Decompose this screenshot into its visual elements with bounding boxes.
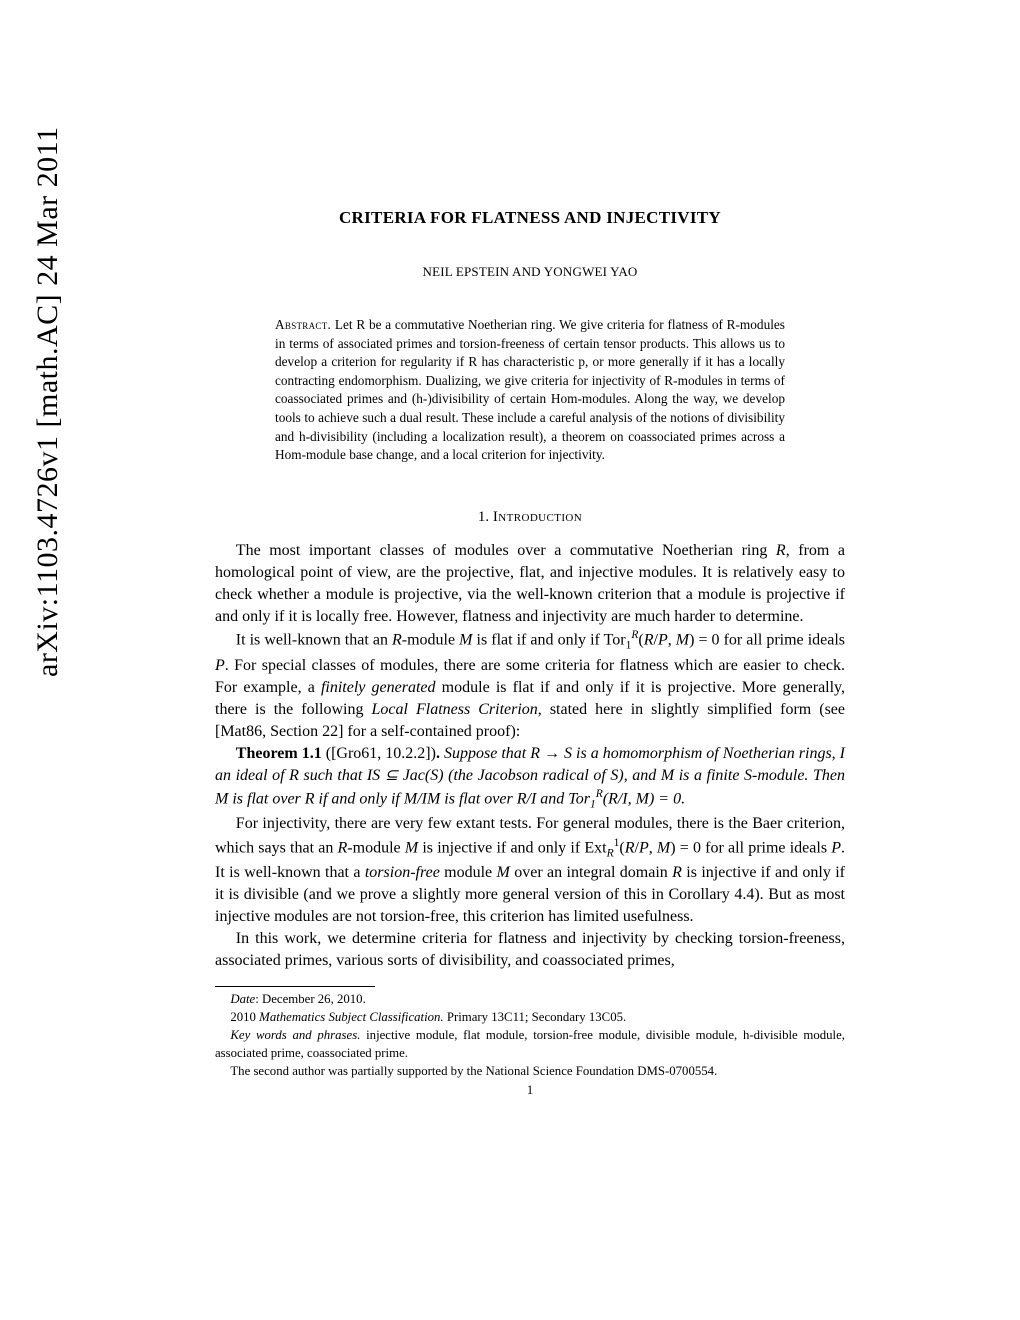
section-name: Introduction <box>493 509 582 525</box>
footnotes: Date: December 26, 2010. 2010 Mathematic… <box>215 991 845 1081</box>
abstract: Abstract. Let R be a commutative Noether… <box>275 316 785 465</box>
footnote-keywords: Key words and phrases. injective module,… <box>215 1027 845 1063</box>
abstract-text: Let R be a commutative Noetherian ring. … <box>275 317 785 462</box>
paper-page: CRITERIA FOR FLATNESS AND INJECTIVITY NE… <box>215 208 845 1098</box>
theorem-label: Theorem 1.1 <box>236 745 322 762</box>
paper-authors: NEIL EPSTEIN AND YONGWEI YAO <box>215 264 845 280</box>
theorem-cite: ([Gro61, 10.2.2]) <box>322 745 436 762</box>
theorem: Theorem 1.1 ([Gro61, 10.2.2]). Suppose t… <box>215 743 845 814</box>
footnote-msc-text: Primary 13C11; Secondary 13C05. <box>444 1010 627 1024</box>
footnote-msc: 2010 Mathematics Subject Classification.… <box>215 1009 845 1027</box>
footnote-date-label: Date <box>230 992 255 1006</box>
footnote-msc-label: 2010 Mathematics Subject Classification. <box>230 1010 443 1024</box>
paragraph: It is well-known that an R-module M is f… <box>215 628 845 743</box>
body-text: The most important classes of modules ov… <box>215 540 845 972</box>
arxiv-stamp: arXiv:1103.4726v1 [math.AC] 24 Mar 2011 <box>31 126 65 677</box>
section-heading: 1. Introduction <box>215 509 845 526</box>
footnote-support: The second author was partially supporte… <box>215 1063 845 1081</box>
abstract-label: Abstract. <box>275 317 331 332</box>
page-number: 1 <box>215 1083 845 1098</box>
paragraph: The most important classes of modules ov… <box>215 540 845 628</box>
footnote-date-text: : December 26, 2010. <box>255 992 366 1006</box>
paragraph: In this work, we determine criteria for … <box>215 928 845 972</box>
footnote-rule <box>215 986 375 987</box>
footnote-date: Date: December 26, 2010. <box>215 991 845 1009</box>
footnote-kw-label: Key words and phrases. <box>230 1028 360 1042</box>
paper-title: CRITERIA FOR FLATNESS AND INJECTIVITY <box>215 208 845 228</box>
paragraph: For injectivity, there are very few exta… <box>215 813 845 928</box>
section-number: 1. <box>478 509 489 525</box>
